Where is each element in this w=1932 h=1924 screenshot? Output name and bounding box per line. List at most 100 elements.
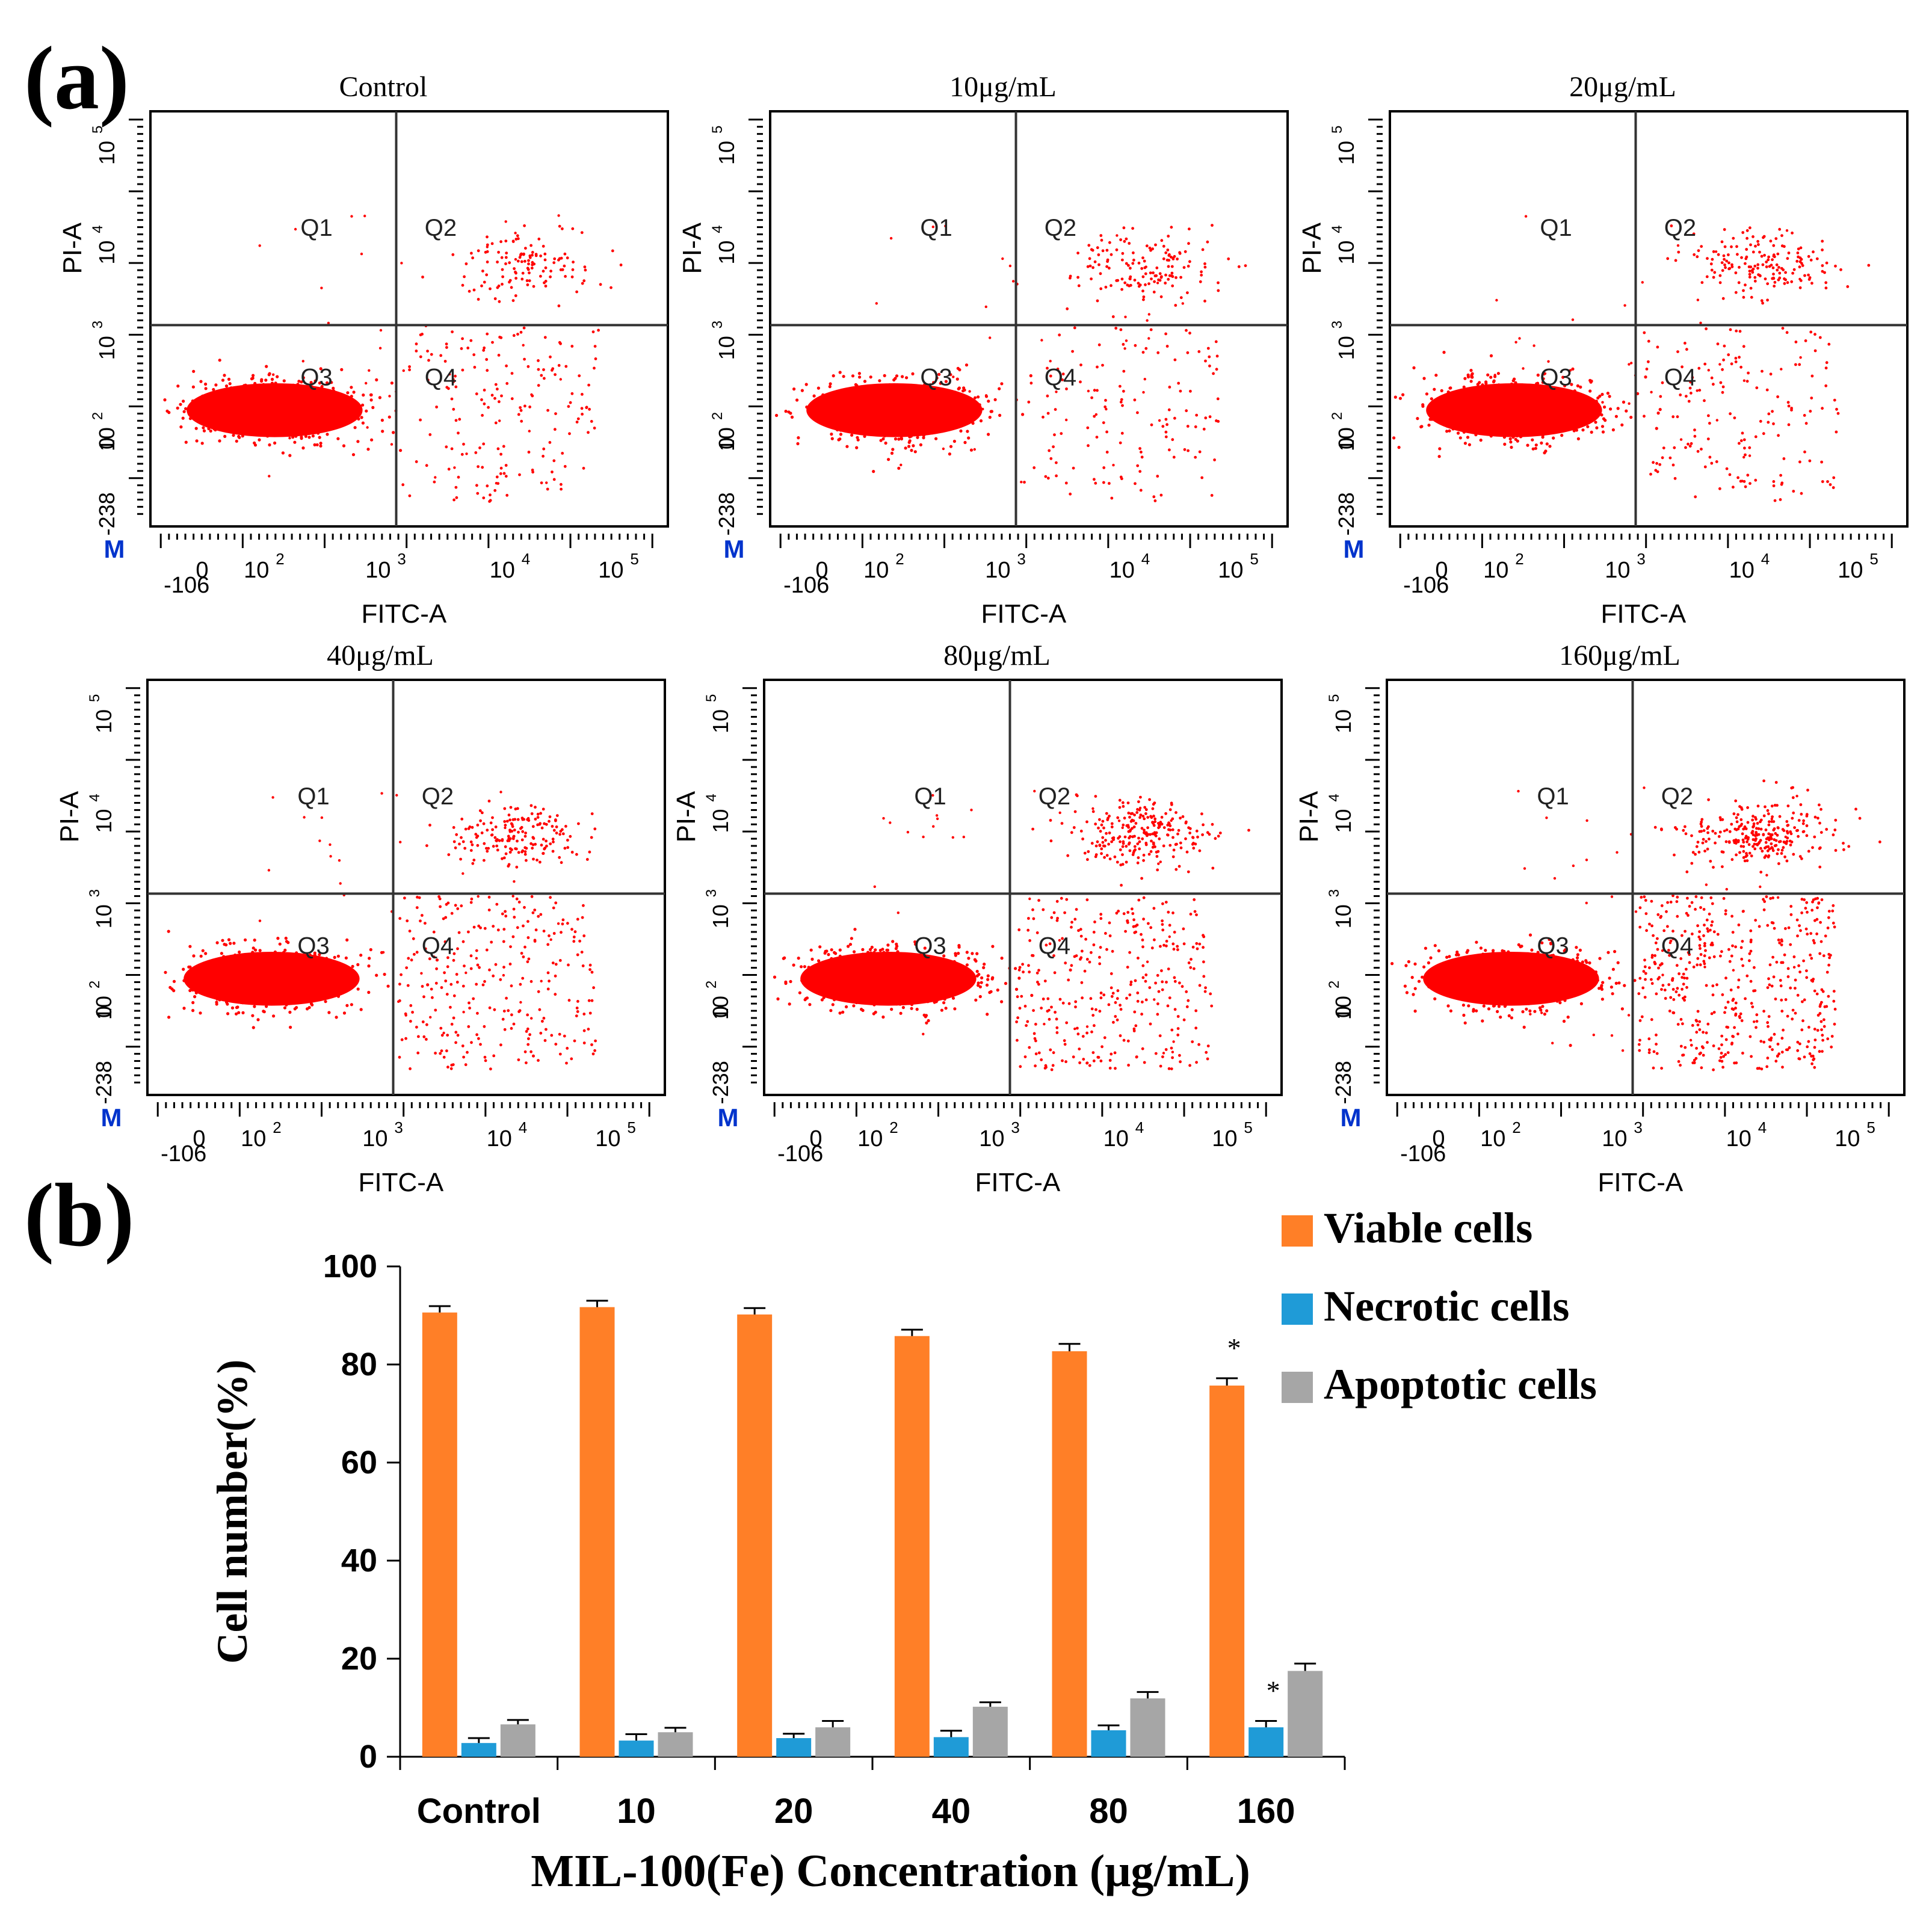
scatter-point — [809, 948, 813, 952]
scatter-point — [519, 406, 522, 409]
scatter-point — [1552, 436, 1555, 440]
scatter-point — [1509, 387, 1513, 391]
scatter-point — [298, 424, 302, 427]
scatter-point — [318, 953, 321, 957]
scatter-point — [1171, 257, 1175, 261]
scatter-point — [1808, 459, 1812, 463]
scatter-point — [551, 961, 555, 964]
scatter-point — [1813, 333, 1816, 336]
scatter-point — [977, 395, 980, 399]
scatter-point — [326, 381, 329, 385]
scatter-point — [304, 964, 308, 967]
x-tick-label: 10 — [985, 558, 1010, 583]
scatter-point — [164, 970, 167, 974]
scatter-point — [1600, 413, 1603, 417]
scatter-point — [913, 940, 917, 944]
scatter-point — [816, 967, 819, 970]
x-tick-label: 0 — [1435, 558, 1448, 583]
scatter-point — [482, 822, 486, 825]
scatter-point — [1093, 920, 1096, 923]
scatter-point — [322, 412, 326, 416]
scatter-point — [529, 980, 533, 983]
scatter-point — [1673, 476, 1677, 480]
scatter-point — [457, 431, 460, 435]
scatter-point — [224, 398, 227, 401]
scatter-point — [1470, 415, 1474, 418]
scatter-point — [1149, 271, 1152, 274]
scatter-point — [1090, 396, 1093, 399]
scatter-point — [440, 1049, 443, 1053]
scatter-point — [930, 402, 934, 406]
scatter-point — [484, 1059, 487, 1062]
scatter-point — [1780, 483, 1783, 486]
scatter-point — [883, 434, 886, 438]
scatter-point — [288, 454, 292, 457]
scatter-point — [1099, 913, 1103, 916]
scatter-point — [1836, 412, 1840, 415]
scatter-point — [830, 976, 834, 979]
scatter-point — [570, 275, 574, 279]
scatter-point — [542, 807, 545, 811]
scatter-point — [996, 988, 999, 992]
scatter-point — [416, 895, 419, 899]
scatter-point — [1450, 404, 1454, 408]
scatter-point — [1050, 1005, 1053, 1009]
scatter-point — [924, 976, 927, 979]
scatter-point — [1144, 998, 1148, 1002]
scatter-point — [259, 987, 263, 991]
scatter-point — [1458, 436, 1462, 440]
scatter-point — [1718, 363, 1721, 366]
scatter-point — [502, 928, 506, 931]
scatter-point — [1798, 286, 1802, 289]
scatter-point — [1721, 297, 1725, 300]
scatter-point — [1740, 256, 1743, 259]
scatter-point — [216, 960, 220, 964]
scatter-point — [519, 409, 523, 412]
scatter-point — [289, 401, 292, 405]
scatter-point — [986, 978, 990, 981]
scatter-point — [936, 983, 940, 987]
scatter-point — [1707, 414, 1710, 418]
scatter-point — [247, 404, 251, 409]
scatter-point — [836, 428, 839, 432]
scatter-point — [1105, 407, 1108, 411]
scatter-point — [845, 413, 849, 416]
scatter-point — [944, 1007, 948, 1010]
scatter-point — [868, 413, 871, 417]
scatter-point — [1679, 393, 1682, 396]
scatter-point — [406, 919, 409, 922]
scatter-point — [534, 254, 538, 257]
quadrant-label: Q4 — [1045, 364, 1076, 390]
scatter-point — [835, 398, 839, 402]
scatter-point — [265, 406, 269, 410]
scatter-point — [383, 972, 386, 976]
scatter-point — [433, 955, 436, 959]
scatter-point — [542, 1017, 546, 1020]
scatter-point — [863, 393, 866, 397]
scatter-point — [1078, 1061, 1081, 1064]
scatter-point — [1490, 399, 1494, 402]
scatter-point — [476, 843, 480, 847]
scatter-point — [267, 417, 271, 421]
scatter-point — [559, 378, 562, 381]
scatter-point — [1772, 244, 1776, 247]
scatter-point — [834, 402, 838, 405]
scatter-point — [182, 399, 185, 403]
scatter-point — [200, 967, 203, 970]
scatter-point — [868, 428, 872, 433]
scatter-point — [505, 251, 508, 254]
scatter-point — [551, 369, 554, 372]
scatter-point — [560, 487, 563, 491]
scatter-point — [255, 390, 259, 394]
scatter-point — [573, 1039, 576, 1043]
scatter-point — [276, 937, 280, 940]
scatter-point — [940, 993, 943, 997]
scatter-point — [368, 369, 371, 372]
scatter-point — [911, 372, 915, 376]
scatter-point — [980, 981, 983, 984]
scatter-point — [957, 393, 960, 396]
scatter-point — [838, 437, 842, 441]
scatter-point — [267, 974, 271, 978]
scatter-point — [1791, 231, 1794, 235]
scatter-point — [318, 390, 322, 393]
